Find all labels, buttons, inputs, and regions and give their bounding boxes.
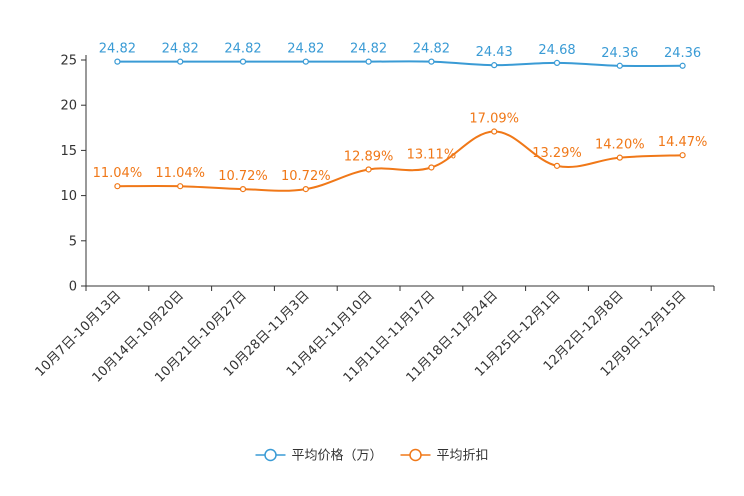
data-point[interactable] (616, 62, 623, 69)
y-axis-ticks: 0 5 10 15 20 25 (60, 54, 86, 295)
data-point[interactable] (553, 162, 561, 169)
data-point[interactable] (553, 59, 561, 66)
series-average-price: 24.82 24.82 24.82 24.82 24.82 24.82 24.43 24.68… (99, 42, 701, 69)
series-average-discount: 11.04% 11.04% 10.72% 10.72% 12.89% 13.11% 17.0… (93, 112, 708, 193)
data-point[interactable] (177, 58, 184, 65)
data-point[interactable] (491, 128, 498, 135)
legend-label: 平均折扣 (437, 449, 489, 464)
data-label: 24.82 (162, 42, 199, 57)
data-label: 13.11% (407, 147, 457, 162)
x-axis-ticks: 10月7日-10月13日10月14日-10月20日10月21日-10月27日10… (33, 286, 715, 386)
y-tick-label: 5 (69, 234, 77, 249)
y-tick-label: 25 (60, 54, 77, 69)
legend-marker-icon (264, 448, 277, 462)
data-label: 24.68 (538, 43, 575, 58)
data-label: 14.20% (595, 138, 645, 153)
data-point[interactable] (428, 58, 435, 65)
data-point[interactable] (679, 62, 686, 69)
data-point[interactable] (114, 183, 121, 190)
data-label: 24.82 (350, 42, 387, 57)
data-label: 14.47% (658, 135, 708, 150)
data-point[interactable] (302, 58, 309, 65)
data-point[interactable] (365, 58, 372, 65)
data-point[interactable] (616, 154, 623, 161)
data-point[interactable] (239, 185, 247, 193)
legend-label: 平均价格（万） (292, 448, 383, 464)
data-label: 12.89% (344, 149, 394, 164)
data-label: 17.09% (469, 112, 519, 127)
y-tick-label: 10 (60, 189, 77, 204)
y-tick-label: 15 (60, 144, 77, 159)
series-group: 24.82 24.82 24.82 24.82 24.82 24.82 24.43 24.68… (93, 42, 708, 193)
data-point[interactable] (114, 58, 121, 65)
data-point[interactable] (302, 185, 309, 193)
y-tick-label: 20 (60, 99, 77, 114)
data-label: 24.36 (601, 46, 638, 61)
data-label: 10.72% (218, 169, 268, 184)
data-point[interactable] (491, 62, 498, 69)
data-label: 24.43 (476, 45, 513, 60)
legend-marker-icon (409, 448, 422, 462)
data-label: 10.72% (281, 169, 331, 184)
series-line (117, 60, 683, 68)
data-point[interactable] (177, 183, 184, 190)
legend: 平均价格（万） 平均折扣 (255, 448, 489, 464)
data-point[interactable] (428, 164, 435, 171)
data-point[interactable] (365, 166, 372, 173)
legend-item[interactable]: 平均价格（万） (255, 448, 383, 464)
data-label: 13.29% (532, 146, 582, 161)
data-label: 24.82 (413, 42, 450, 57)
y-tick-label: 0 (69, 280, 77, 295)
legend-item[interactable]: 平均折扣 (400, 448, 489, 464)
data-label: 11.04% (155, 166, 205, 181)
data-point[interactable] (679, 152, 686, 159)
data-label: 24.82 (99, 42, 136, 57)
data-label: 24.82 (287, 42, 324, 57)
data-label: 24.36 (664, 46, 701, 61)
data-point[interactable] (239, 58, 247, 65)
series-line (117, 130, 683, 192)
data-label: 11.04% (93, 166, 143, 181)
data-label: 24.82 (224, 42, 261, 57)
